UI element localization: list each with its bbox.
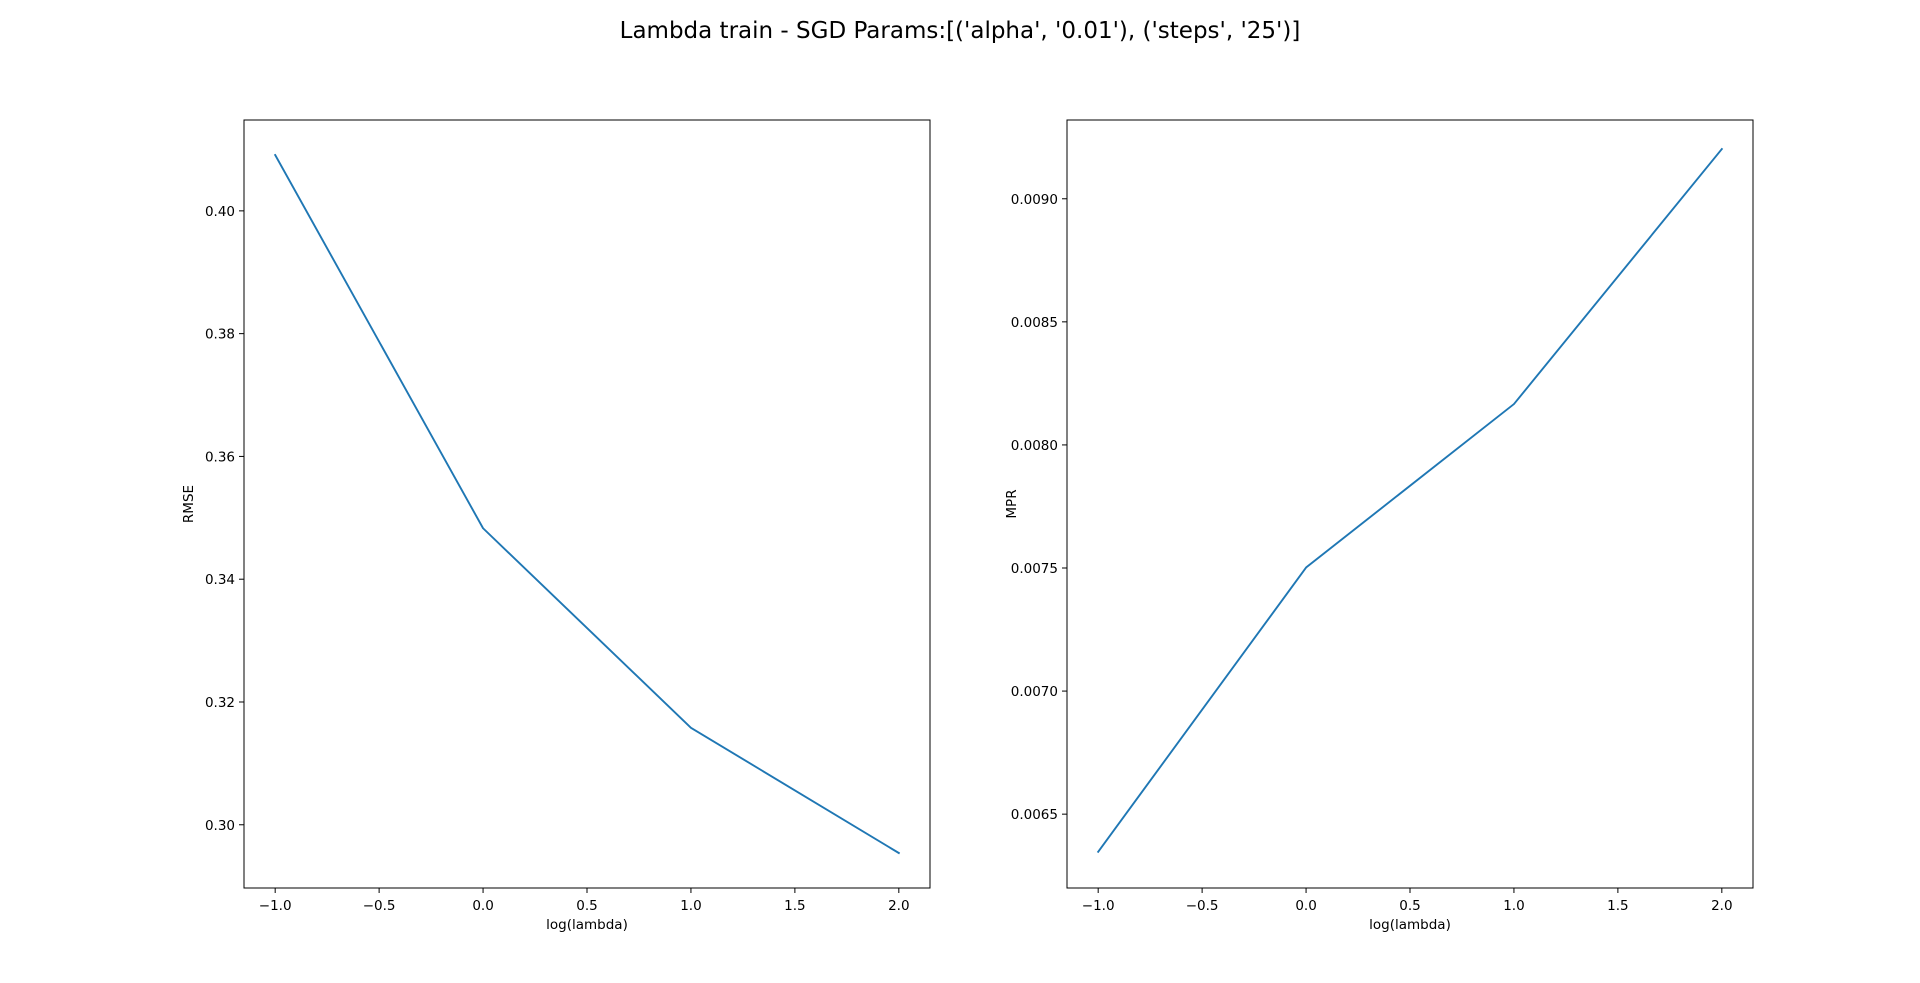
x-tick-label-rmse: −0.5 <box>363 898 396 914</box>
subplot-rmse: −1.0 −0.5 0.0 0.5 1.0 1.5 2.0 0.30 0.32 0.34 0.36 0… <box>181 119 931 933</box>
x-tick-label-rmse: 1.0 <box>680 898 701 914</box>
y-axis-label-rmse: RMSE <box>181 485 197 523</box>
y-tick-label-mpr: 0.0075 <box>1011 561 1058 577</box>
y-tick-label-rmse: 0.34 <box>205 572 235 588</box>
x-tick-label-mpr: 1.0 <box>1503 898 1524 914</box>
y-tick-label-mpr: 0.0085 <box>1011 315 1058 331</box>
x-tick-label-mpr: −0.5 <box>1186 898 1219 914</box>
y-tick-label-rmse: 0.36 <box>205 449 235 465</box>
y-tick-label-rmse: 0.38 <box>205 327 235 343</box>
x-tick-label-mpr: 1.5 <box>1607 898 1628 914</box>
series-line-rmse <box>273 153 901 855</box>
x-axis-label-rmse: log(lambda) <box>546 917 628 933</box>
figure-title: Lambda train - SGD Params:[('alpha', '0.… <box>620 18 1301 44</box>
y-tick-label-mpr: 0.0090 <box>1011 192 1058 208</box>
y-axis-label-mpr: MPR <box>1004 489 1020 518</box>
x-tick-label-mpr: −1.0 <box>1082 898 1115 914</box>
x-tick-label-mpr: 0.0 <box>1295 898 1316 914</box>
x-axis-label-mpr: log(lambda) <box>1369 917 1451 933</box>
x-tick-label-mpr: 0.5 <box>1399 898 1420 914</box>
x-tick-label-rmse: 0.0 <box>472 898 493 914</box>
y-tick-label-mpr: 0.0065 <box>1011 807 1058 823</box>
y-tick-label-rmse: 0.40 <box>205 204 235 220</box>
y-tick-label-mpr: 0.0070 <box>1011 684 1058 700</box>
x-tick-label-mpr: 2.0 <box>1711 898 1732 914</box>
series-line-mpr <box>1096 147 1724 854</box>
x-tick-label-rmse: 0.5 <box>576 898 597 914</box>
x-tick-label-rmse: 1.5 <box>784 898 805 914</box>
y-tick-label-rmse: 0.32 <box>205 695 235 711</box>
subplot-mpr: −1.0 −0.5 0.0 0.5 1.0 1.5 2.0 0.0065 0.0070 0.007… <box>1004 119 1754 933</box>
x-tick-label-rmse: 2.0 <box>888 898 909 914</box>
y-tick-label-rmse: 0.30 <box>205 818 235 834</box>
x-tick-label-rmse: −1.0 <box>259 898 292 914</box>
y-tick-label-mpr: 0.0080 <box>1011 438 1058 454</box>
